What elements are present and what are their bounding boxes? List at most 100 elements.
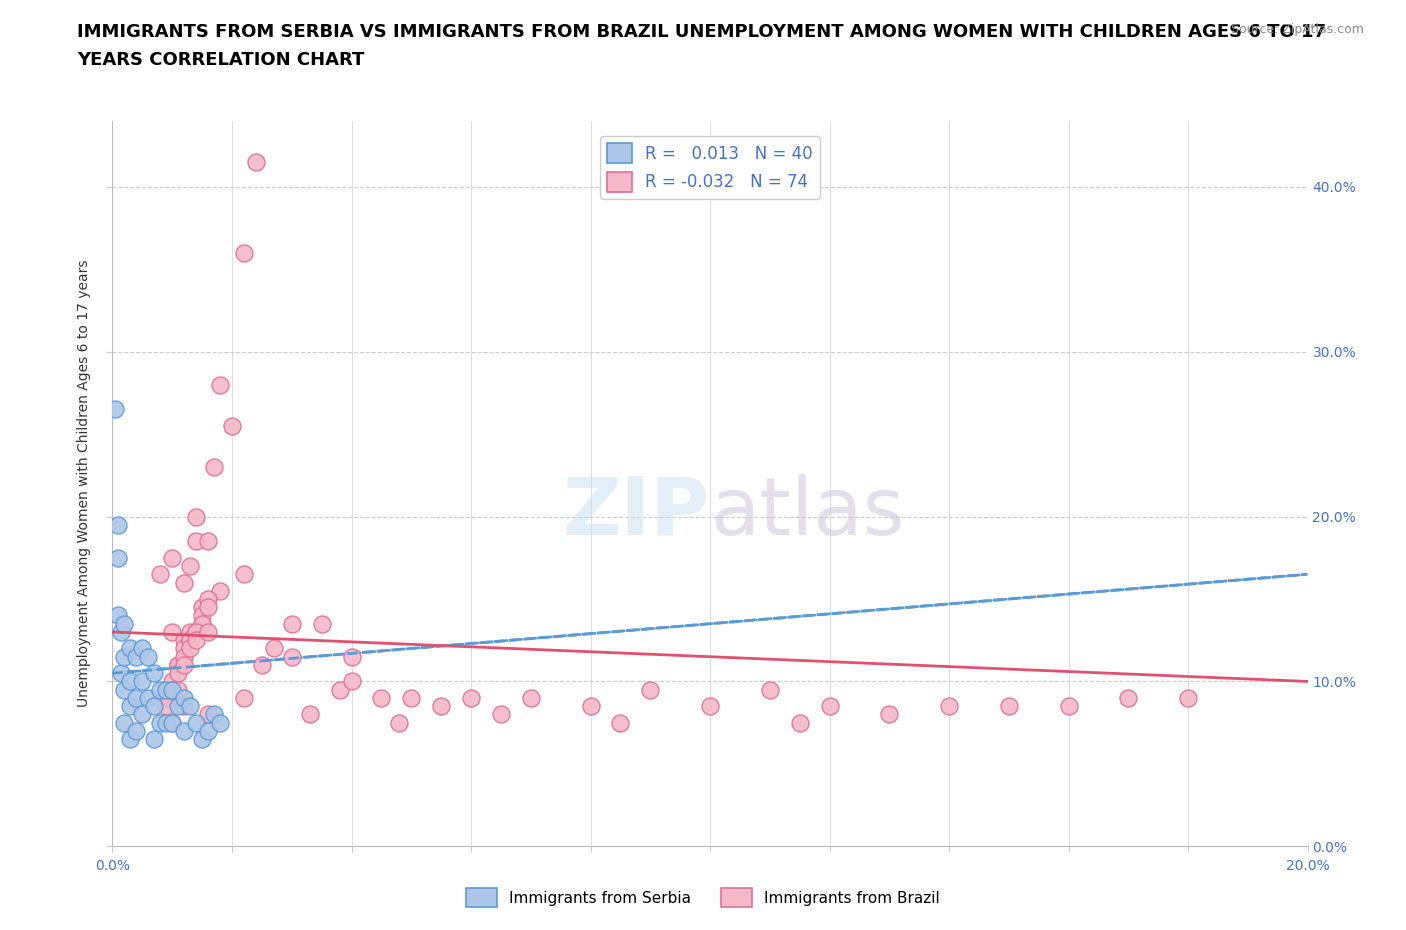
Point: [179, 698, 201, 713]
Point: [298, 707, 321, 722]
Point: [143, 698, 166, 713]
Point: [233, 246, 256, 260]
Point: [281, 649, 304, 664]
Point: [401, 690, 423, 705]
Point: [179, 641, 201, 656]
Point: [110, 666, 132, 681]
Y-axis label: Unemployment Among Women with Children Ages 6 to 17 years: Unemployment Among Women with Children A…: [77, 259, 91, 708]
Point: [209, 715, 232, 730]
Point: [179, 632, 201, 647]
Point: [114, 683, 135, 698]
Point: [155, 683, 177, 698]
Point: [131, 674, 153, 689]
Point: [167, 683, 190, 698]
Point: [162, 674, 183, 689]
Point: [162, 715, 183, 730]
Text: Source: ZipAtlas.com: Source: ZipAtlas.com: [1230, 23, 1364, 36]
Point: [125, 649, 148, 664]
Point: [1118, 690, 1140, 705]
Point: [173, 724, 195, 738]
Point: [114, 649, 135, 664]
Point: [209, 583, 232, 598]
Point: [186, 632, 208, 647]
Point: [155, 715, 177, 730]
Point: [340, 649, 363, 664]
Point: [197, 534, 219, 549]
Point: [149, 683, 172, 698]
Point: [173, 658, 195, 672]
Point: [179, 625, 201, 640]
Point: [202, 459, 225, 474]
Point: [609, 715, 631, 730]
Point: [186, 625, 208, 640]
Point: [263, 641, 285, 656]
Point: [167, 698, 190, 713]
Point: [167, 658, 190, 672]
Point: [173, 649, 195, 664]
Point: [110, 625, 132, 640]
Point: [191, 732, 214, 747]
Point: [162, 683, 183, 698]
Point: [191, 608, 214, 623]
Text: IMMIGRANTS FROM SERBIA VS IMMIGRANTS FROM BRAZIL UNEMPLOYMENT AMONG WOMEN WITH C: IMMIGRANTS FROM SERBIA VS IMMIGRANTS FRO…: [77, 23, 1326, 41]
Point: [138, 690, 160, 705]
Point: [370, 690, 392, 705]
Text: YEARS CORRELATION CHART: YEARS CORRELATION CHART: [77, 51, 364, 69]
Text: ZIP: ZIP: [562, 473, 710, 551]
Point: [120, 732, 142, 747]
Point: [143, 666, 166, 681]
Point: [155, 690, 177, 705]
Point: [460, 690, 482, 705]
Point: [173, 575, 195, 590]
Legend: Immigrants from Serbia, Immigrants from Brazil: Immigrants from Serbia, Immigrants from …: [460, 883, 946, 913]
Point: [173, 641, 195, 656]
Point: [388, 715, 411, 730]
Point: [167, 666, 190, 681]
Point: [209, 378, 232, 392]
Point: [759, 683, 782, 698]
Point: [104, 402, 127, 417]
Point: [818, 698, 841, 713]
Point: [430, 698, 453, 713]
Text: atlas: atlas: [710, 473, 904, 551]
Point: [186, 715, 208, 730]
Point: [221, 418, 243, 433]
Point: [879, 707, 901, 722]
Point: [131, 641, 153, 656]
Point: [114, 617, 135, 631]
Point: [579, 698, 602, 713]
Point: [938, 698, 960, 713]
Point: [186, 509, 208, 524]
Point: [233, 690, 256, 705]
Point: [167, 658, 190, 672]
Point: [125, 724, 148, 738]
Point: [197, 625, 219, 640]
Point: [311, 617, 333, 631]
Point: [245, 154, 267, 169]
Point: [143, 732, 166, 747]
Point: [186, 625, 208, 640]
Point: [789, 715, 811, 730]
Point: [998, 698, 1021, 713]
Point: [197, 591, 219, 606]
Point: [191, 617, 214, 631]
Point: [191, 617, 214, 631]
Point: [149, 715, 172, 730]
Point: [1057, 698, 1080, 713]
Point: [281, 617, 304, 631]
Point: [640, 683, 662, 698]
Point: [233, 566, 256, 582]
Point: [197, 724, 219, 738]
Point: [191, 600, 214, 615]
Point: [120, 641, 142, 656]
Point: [162, 683, 183, 698]
Point: [173, 698, 195, 713]
Point: [120, 698, 142, 713]
Point: [489, 707, 512, 722]
Point: [107, 608, 129, 623]
Point: [125, 690, 148, 705]
Point: [179, 632, 201, 647]
Point: [120, 674, 142, 689]
Point: [138, 649, 160, 664]
Point: [162, 625, 183, 640]
